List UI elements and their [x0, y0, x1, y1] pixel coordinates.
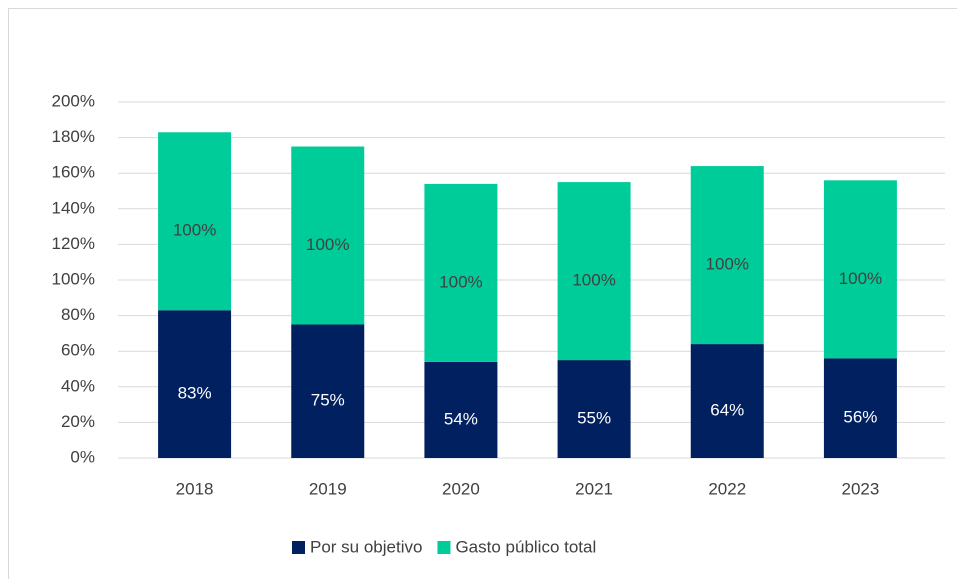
data-label: 100% [706, 255, 749, 274]
x-tick-label: 2018 [176, 479, 214, 498]
y-tick-label: 100% [52, 269, 95, 288]
data-label: 54% [444, 409, 478, 428]
x-tick-label: 2022 [708, 479, 746, 498]
x-tick-label: 2019 [309, 479, 347, 498]
data-label: 100% [572, 271, 615, 290]
data-label: 64% [710, 401, 744, 420]
y-tick-label: 40% [61, 376, 95, 395]
y-tick-label: 0% [70, 447, 95, 466]
y-tick-label: 20% [61, 412, 95, 431]
y-tick-label: 200% [52, 91, 95, 110]
data-label: 55% [577, 409, 611, 428]
data-label: 100% [439, 272, 482, 291]
legend-swatch [437, 541, 450, 554]
y-tick-label: 180% [52, 127, 95, 146]
x-tick-label: 2021 [575, 479, 613, 498]
data-label: 100% [839, 269, 882, 288]
x-tick-label: 2020 [442, 479, 480, 498]
legend-label: Por su objetivo [310, 537, 422, 556]
legend-swatch [292, 541, 305, 554]
data-label: 75% [311, 391, 345, 410]
data-label: 83% [178, 384, 212, 403]
x-tick-label: 2023 [842, 479, 880, 498]
y-tick-label: 80% [61, 305, 95, 324]
y-tick-label: 160% [52, 163, 95, 182]
data-label: 100% [173, 221, 216, 240]
data-label: 100% [306, 235, 349, 254]
legend-label: Gasto público total [455, 537, 596, 556]
y-tick-label: 120% [52, 234, 95, 253]
y-tick-label: 140% [52, 198, 95, 217]
data-label: 56% [843, 408, 877, 427]
y-tick-label: 60% [61, 341, 95, 360]
